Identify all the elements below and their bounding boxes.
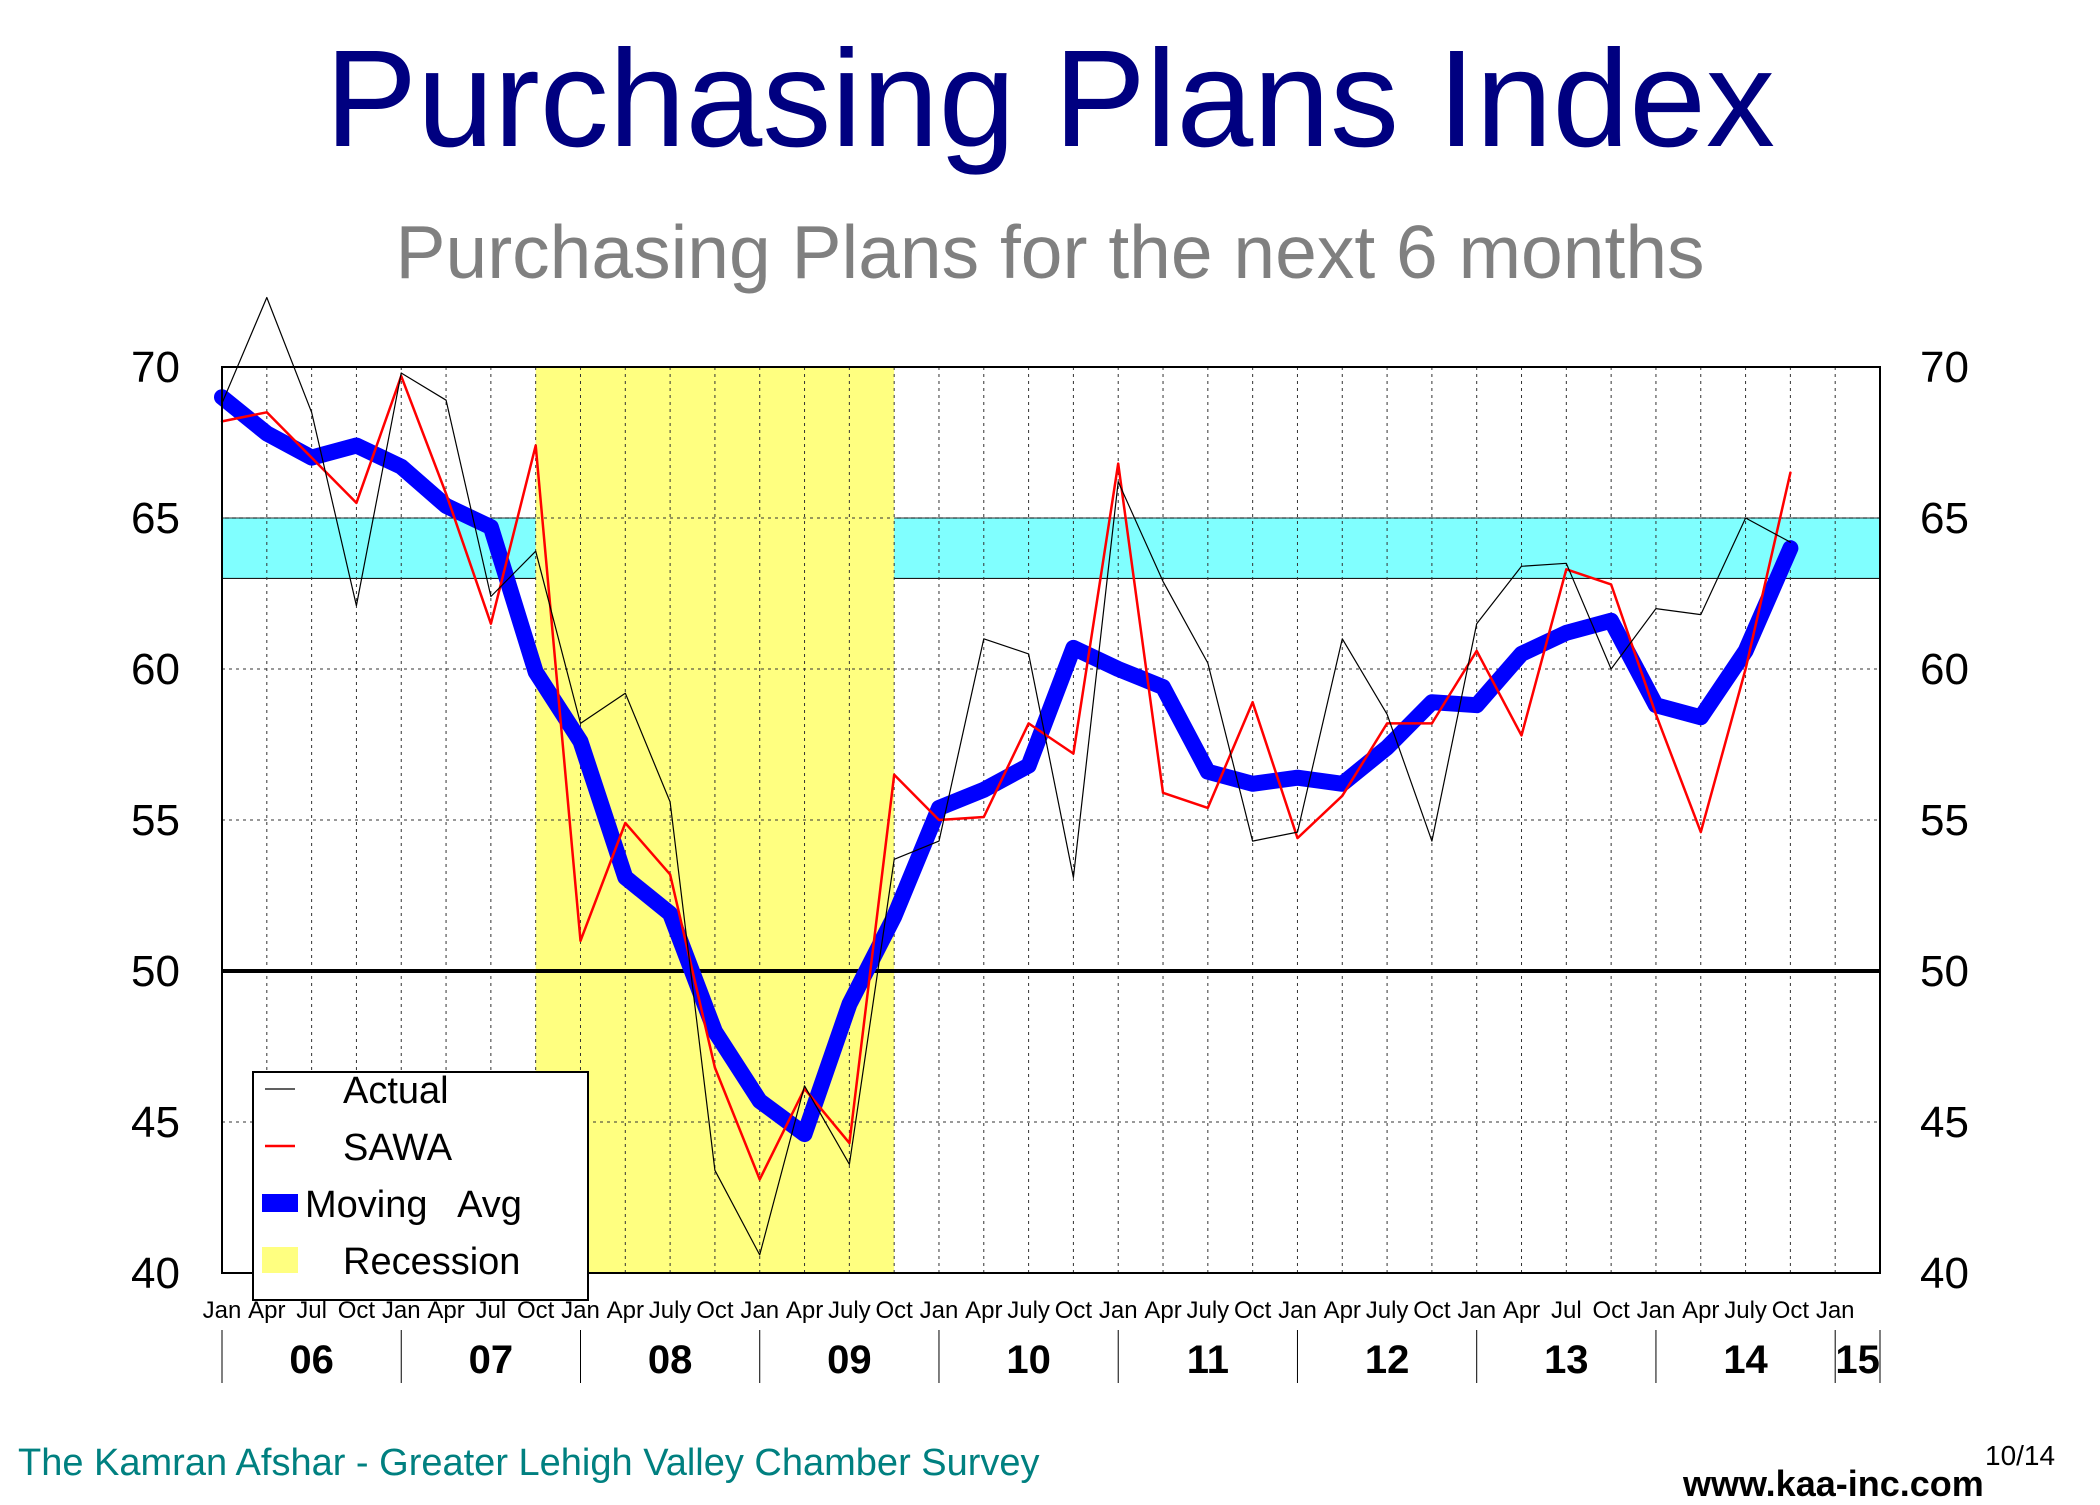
x-tick-label: Oct	[1592, 1297, 1630, 1324]
x-tick-label: Jan	[740, 1297, 779, 1324]
x-tick-label: Oct	[875, 1297, 913, 1324]
moving-avg-line	[214, 389, 1799, 1143]
y-tick-label-right: 60	[1920, 645, 1969, 694]
actual-line	[221, 296, 1792, 1256]
x-tick-label: Jan	[1278, 1297, 1317, 1324]
y-tick-label-left: 60	[131, 645, 180, 694]
y-tick-label-right: 45	[1920, 1098, 1969, 1147]
x-tick-label: Apr	[1144, 1297, 1181, 1324]
x-tick-label: Jan	[1457, 1297, 1496, 1324]
x-axis-tick-labels: Jan Apr Jul Oct Jan Apr Jul Oct Jan Apr July Oct Jan…	[203, 1297, 1881, 1383]
legend-label: Actual	[343, 1070, 449, 1112]
x-tick-label: Oct	[1055, 1297, 1093, 1324]
year-label: 10	[1006, 1338, 1051, 1382]
legend-label: SAWA	[343, 1127, 453, 1169]
x-tick-label: July	[828, 1297, 871, 1324]
x-tick-label: Jan	[561, 1297, 600, 1324]
x-tick-label: Jan	[1099, 1297, 1138, 1324]
y-tick-label-left: 45	[131, 1098, 180, 1147]
footer-url: www.kaa-inc.com	[1683, 1463, 1984, 1504]
y-tick-label-right: 65	[1920, 494, 1969, 543]
series-lines	[214, 296, 1799, 1256]
legend-swatch-recession	[262, 1247, 298, 1273]
x-tick-label: Apr	[607, 1297, 644, 1324]
x-tick-label: Jan	[382, 1297, 421, 1324]
x-tick-label: Apr	[1324, 1297, 1361, 1324]
x-tick-label: July	[1724, 1297, 1767, 1324]
x-tick-label: Oct	[338, 1297, 376, 1324]
x-tick-label: Oct	[517, 1297, 555, 1324]
legend-label: Recession	[343, 1241, 520, 1283]
x-tick-label: Apr	[965, 1297, 1002, 1324]
x-tick-label: Apr	[786, 1297, 823, 1324]
x-tick-label: Apr	[248, 1297, 285, 1324]
x-tick-label: Jul	[476, 1297, 507, 1324]
year-label: 11	[1187, 1338, 1229, 1382]
year-label: 06	[289, 1338, 334, 1382]
year-label: 14	[1723, 1338, 1768, 1382]
footer-source: The Kamran Afshar - Greater Lehigh Valle…	[18, 1442, 1040, 1484]
sawa-line	[220, 374, 1792, 1181]
footer-date: 10/14	[1985, 1440, 2056, 1471]
y-tick-label-left: 40	[131, 1249, 180, 1298]
chart-subtitle: Purchasing Plans for the next 6 months	[395, 210, 1705, 294]
x-tick-label: Oct	[1234, 1297, 1272, 1324]
y-tick-label-right: 70	[1920, 343, 1969, 392]
x-tick-label: Oct	[1772, 1297, 1810, 1324]
x-tick-label: Oct	[696, 1297, 734, 1324]
x-tick-label: Jul	[296, 1297, 327, 1324]
x-tick-label: Jan	[1816, 1297, 1855, 1324]
plot-frame	[221, 366, 1881, 1274]
year-label: 08	[648, 1338, 693, 1382]
chart-title: Purchasing Plans Index	[325, 22, 1775, 176]
x-tick-label: Apr	[427, 1297, 464, 1324]
x-tick-label: Oct	[1413, 1297, 1451, 1324]
legend-label: Moving Avg	[305, 1184, 522, 1226]
year-label: 13	[1544, 1338, 1589, 1382]
y-tick-label-right: 40	[1920, 1249, 1969, 1298]
year-label: 15	[1835, 1338, 1880, 1382]
legend-swatch-moving-avg	[262, 1194, 298, 1212]
x-tick-label: Jan	[203, 1297, 242, 1324]
year-label: 07	[469, 1338, 514, 1382]
y-tick-label-right: 50	[1920, 947, 1969, 996]
year-label: 09	[827, 1338, 872, 1382]
x-tick-label: July	[649, 1297, 692, 1324]
y-tick-label-left: 70	[131, 343, 180, 392]
year-label: 12	[1365, 1338, 1410, 1382]
y-axis-tick-labels: 40 40 45 45 50 50 55 55 60 60 65 65 70 70	[131, 343, 1969, 1298]
x-tick-label: Jan	[920, 1297, 959, 1324]
x-tick-label: Apr	[1503, 1297, 1540, 1324]
y-tick-label-left: 50	[131, 947, 180, 996]
x-tick-label: July	[1186, 1297, 1229, 1324]
x-tick-label: Jan	[1637, 1297, 1676, 1324]
x-tick-label: Jul	[1551, 1297, 1582, 1324]
y-tick-label-left: 65	[131, 494, 180, 543]
x-tick-label: July	[1366, 1297, 1409, 1324]
y-tick-label-right: 55	[1920, 796, 1969, 845]
legend-box	[252, 1071, 589, 1301]
legend: Actual SAWA Moving Avg Recession	[252, 1070, 589, 1301]
x-tick-label: Apr	[1682, 1297, 1719, 1324]
x-tick-label: July	[1007, 1297, 1050, 1324]
target-band	[221, 517, 1881, 579]
y-tick-label-left: 55	[131, 796, 180, 845]
